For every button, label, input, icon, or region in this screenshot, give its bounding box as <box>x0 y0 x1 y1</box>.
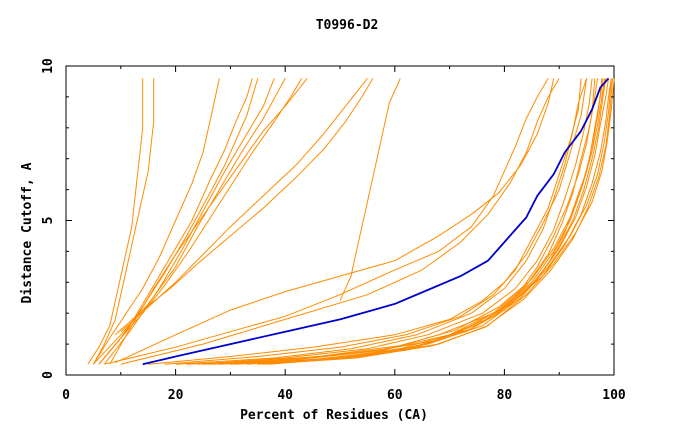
series-line-11 <box>114 78 374 336</box>
y-tick-label: 10 <box>41 58 56 74</box>
series-line-15 <box>120 78 560 365</box>
series-line-29 <box>213 78 606 365</box>
x-tick-label: 40 <box>277 388 293 403</box>
y-tick-label: 5 <box>41 217 56 225</box>
series-line-8 <box>98 78 303 365</box>
plot-area-border <box>65 65 615 376</box>
x-axis-label: Percent of Residues (CA) <box>240 408 428 423</box>
chart-title: T0996-D2 <box>316 18 379 33</box>
series-line-18 <box>175 78 588 365</box>
x-tick-label: 20 <box>168 388 184 403</box>
series-line-25 <box>268 78 615 365</box>
series-layer <box>87 78 615 365</box>
series-line-19 <box>197 78 593 365</box>
series-line-9 <box>109 78 308 365</box>
series-line-4 <box>98 78 259 365</box>
highlight-layer <box>142 77 610 366</box>
ticks-layer: 0 20 40 60 80 100 0 5 10 <box>41 58 626 403</box>
series-line-13 <box>104 78 549 365</box>
y-tick-label: 0 <box>41 371 56 379</box>
x-tick-label: 80 <box>497 388 513 403</box>
series-line-3 <box>92 78 220 365</box>
x-tick-label: 0 <box>62 388 70 403</box>
series-line-28 <box>235 78 607 365</box>
series-line-5 <box>98 78 253 365</box>
series-line-16 <box>148 78 588 365</box>
plot-frame <box>65 65 615 376</box>
series-line-22 <box>230 78 609 365</box>
y-axis-label: Distance Cutoff, A <box>20 162 35 303</box>
highlight-series-line <box>142 77 610 366</box>
x-tick-label: 60 <box>387 388 403 403</box>
series-line-2 <box>92 78 155 365</box>
x-tick-label: 100 <box>602 388 626 403</box>
series-line-1 <box>87 78 144 365</box>
series-line-12 <box>339 78 401 302</box>
series-line-30 <box>263 78 613 365</box>
series-line-7 <box>93 78 286 365</box>
series-line-14 <box>115 78 555 364</box>
series-line-17 <box>164 78 582 365</box>
series-line-26 <box>186 78 596 365</box>
series-line-24 <box>257 78 612 365</box>
